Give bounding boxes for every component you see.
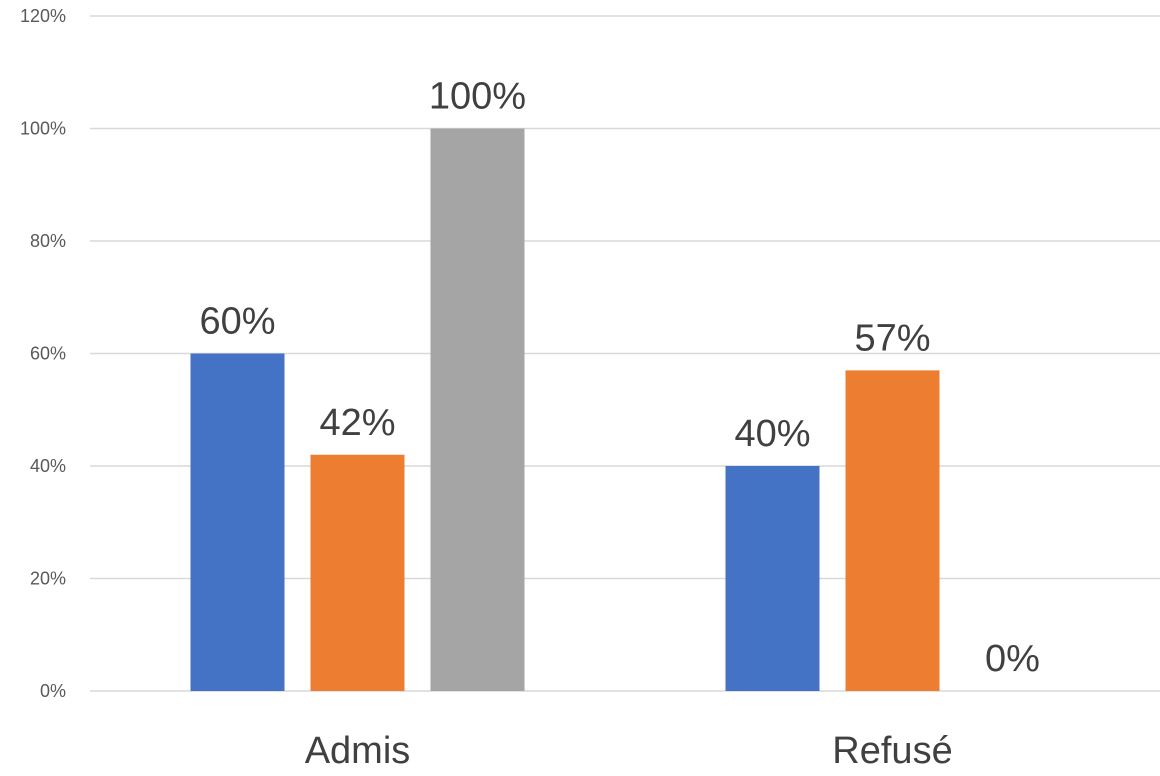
bar-admis-3 bbox=[430, 128, 525, 691]
data-label: 42% bbox=[319, 402, 395, 444]
data-label: 100% bbox=[429, 76, 526, 118]
data-label: 0% bbox=[985, 638, 1040, 680]
y-tick-label: 120% bbox=[20, 6, 66, 26]
category-label: Refusé bbox=[832, 730, 952, 772]
x-axis-category-labels: Admis Refusé bbox=[305, 730, 953, 772]
data-labels: 60% 42% 100% 40% 57% 0% bbox=[199, 76, 1039, 681]
y-tick-label: 100% bbox=[20, 119, 66, 139]
data-label: 60% bbox=[199, 301, 275, 343]
y-tick-label: 20% bbox=[30, 569, 66, 589]
data-label: 40% bbox=[734, 413, 810, 455]
y-tick-label: 40% bbox=[30, 456, 66, 476]
y-tick-label: 60% bbox=[30, 344, 66, 364]
bar-refuse-1 bbox=[725, 466, 820, 691]
y-axis-tick-labels: 0% 20% 40% 60% 80% 100% 120% bbox=[20, 6, 66, 701]
y-tick-label: 0% bbox=[40, 681, 66, 701]
bar-refuse-2 bbox=[845, 370, 940, 691]
bars bbox=[190, 128, 940, 691]
bar-admis-1 bbox=[190, 353, 285, 691]
bar-admis-2 bbox=[310, 454, 405, 691]
category-label: Admis bbox=[305, 730, 411, 772]
y-tick-label: 80% bbox=[30, 231, 66, 251]
data-label: 57% bbox=[854, 317, 930, 359]
